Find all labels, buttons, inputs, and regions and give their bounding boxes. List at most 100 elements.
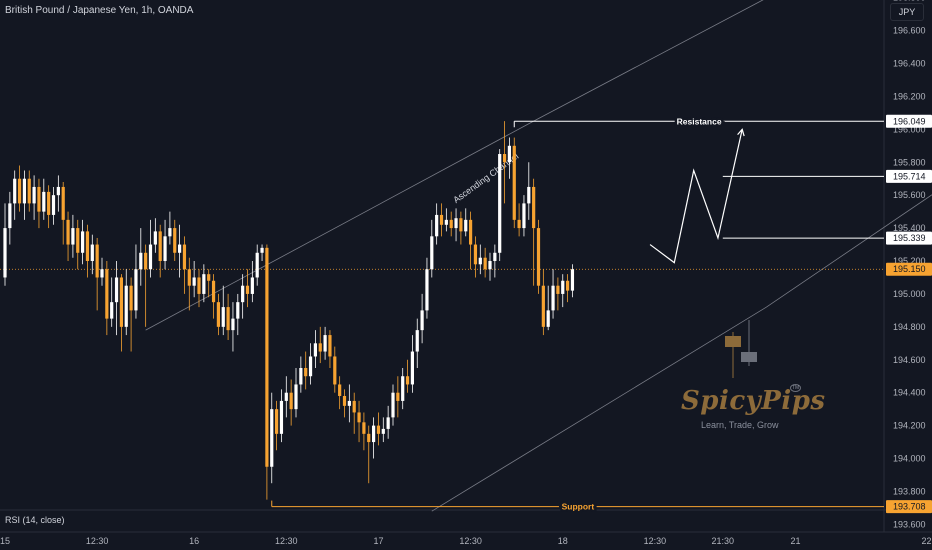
price-tick-label: 196.000	[893, 124, 926, 134]
candle-body	[551, 285, 555, 311]
time-tick-label: 12:30	[459, 536, 482, 546]
candle-body	[396, 392, 400, 401]
candle-body	[570, 269, 575, 291]
candle-body	[182, 244, 187, 270]
price-tag-label: 195.150	[893, 264, 926, 274]
candle-body	[245, 285, 250, 294]
candle-body	[381, 428, 385, 434]
price-tick-label: 195.400	[893, 223, 926, 233]
candle-body	[502, 154, 507, 163]
candle-body	[17, 178, 22, 204]
candle-body	[95, 244, 99, 278]
candle-body	[372, 425, 376, 443]
price-tick-label: 195.800	[893, 157, 926, 167]
candle-body	[173, 228, 177, 253]
candle-body	[459, 218, 463, 232]
chart-title: British Pound / Japanese Yen, 1h, OANDA	[5, 5, 194, 16]
channel-lower-line	[431, 194, 932, 512]
time-tick-label: 12:30	[275, 536, 298, 546]
candle-body	[493, 252, 497, 262]
candle-body	[376, 425, 381, 434]
candle-body	[56, 186, 60, 196]
candle-body	[439, 214, 444, 225]
candle-body	[236, 302, 240, 319]
candle-body	[435, 214, 439, 237]
time-tick-label: 21:30	[712, 536, 735, 546]
price-tag	[886, 231, 932, 245]
price-tag-label: 195.714	[893, 171, 926, 181]
time-tick-label: 18	[558, 536, 568, 546]
projection-arrowhead	[737, 128, 745, 137]
candle-body	[483, 257, 487, 270]
candle-body	[158, 231, 162, 262]
candle-body	[541, 285, 545, 327]
candle-body	[226, 307, 230, 331]
candle-body	[197, 277, 201, 294]
candle-body	[255, 252, 259, 278]
projection-path	[649, 129, 743, 264]
price-tick-label: 194.400	[893, 388, 926, 398]
candle-body	[27, 178, 31, 204]
candle-body	[294, 384, 298, 410]
candle-body	[13, 178, 17, 204]
time-tick-label: 17	[373, 536, 383, 546]
currency-button[interactable]: JPY	[890, 3, 924, 21]
candle-body	[163, 236, 167, 262]
candle-body	[473, 244, 478, 265]
rsi-indicator-label[interactable]: RSI (14, close)	[5, 515, 65, 525]
candle-body	[561, 280, 565, 294]
candle-body	[148, 244, 153, 270]
time-tick-label: 16	[189, 536, 199, 546]
candle-body	[211, 280, 216, 303]
candle-body	[134, 269, 138, 311]
candle-body	[260, 247, 264, 253]
candle-body	[37, 186, 41, 212]
candle-body	[362, 422, 366, 434]
candle-body	[328, 335, 332, 357]
candle-body	[498, 154, 502, 253]
time-tick-label: 15	[0, 536, 10, 546]
candle-body	[386, 417, 390, 429]
candle-body	[507, 145, 511, 163]
candle-body	[347, 400, 351, 406]
candle-body	[517, 219, 521, 229]
candle-body	[308, 356, 313, 377]
channel-upper-line	[145, 0, 764, 331]
price-tag-label: 193.708	[893, 502, 926, 512]
candle-body	[168, 228, 172, 237]
price-tick-label: 196.600	[893, 26, 926, 36]
candle-body	[85, 231, 90, 262]
price-tag	[886, 169, 932, 183]
candle-body	[318, 343, 322, 352]
candle-body	[100, 269, 104, 278]
price-tick-label: 193.800	[893, 486, 926, 496]
candle-body	[119, 277, 123, 327]
candle-body	[139, 252, 143, 270]
price-tick-label: 196.800	[893, 0, 926, 3]
candle-body	[512, 145, 516, 220]
brand-logo: SpicyPips	[681, 386, 826, 416]
candle-body	[47, 191, 51, 215]
candle-body	[81, 231, 85, 253]
candle-body	[532, 186, 536, 229]
candle-body	[454, 218, 458, 229]
candle-body	[22, 178, 26, 204]
candle-body	[536, 228, 541, 286]
candle-body	[401, 376, 405, 401]
price-tick-label: 194.200	[893, 421, 926, 431]
candle-body	[556, 285, 560, 294]
logo-candle-body	[725, 336, 741, 347]
brand-tagline: Learn, Trade, Grow	[701, 420, 779, 430]
candle-body	[144, 252, 148, 270]
candle-body	[304, 368, 308, 377]
candle-body	[367, 433, 371, 443]
time-tick-label: 12:30	[86, 536, 109, 546]
candle-body	[231, 318, 235, 331]
time-tick-label: 21	[791, 536, 801, 546]
candle-body	[221, 307, 225, 327]
candle-body	[265, 247, 269, 467]
candle-body	[241, 285, 245, 303]
candle-body	[313, 343, 317, 357]
price-tag-label: 195.339	[893, 233, 926, 243]
